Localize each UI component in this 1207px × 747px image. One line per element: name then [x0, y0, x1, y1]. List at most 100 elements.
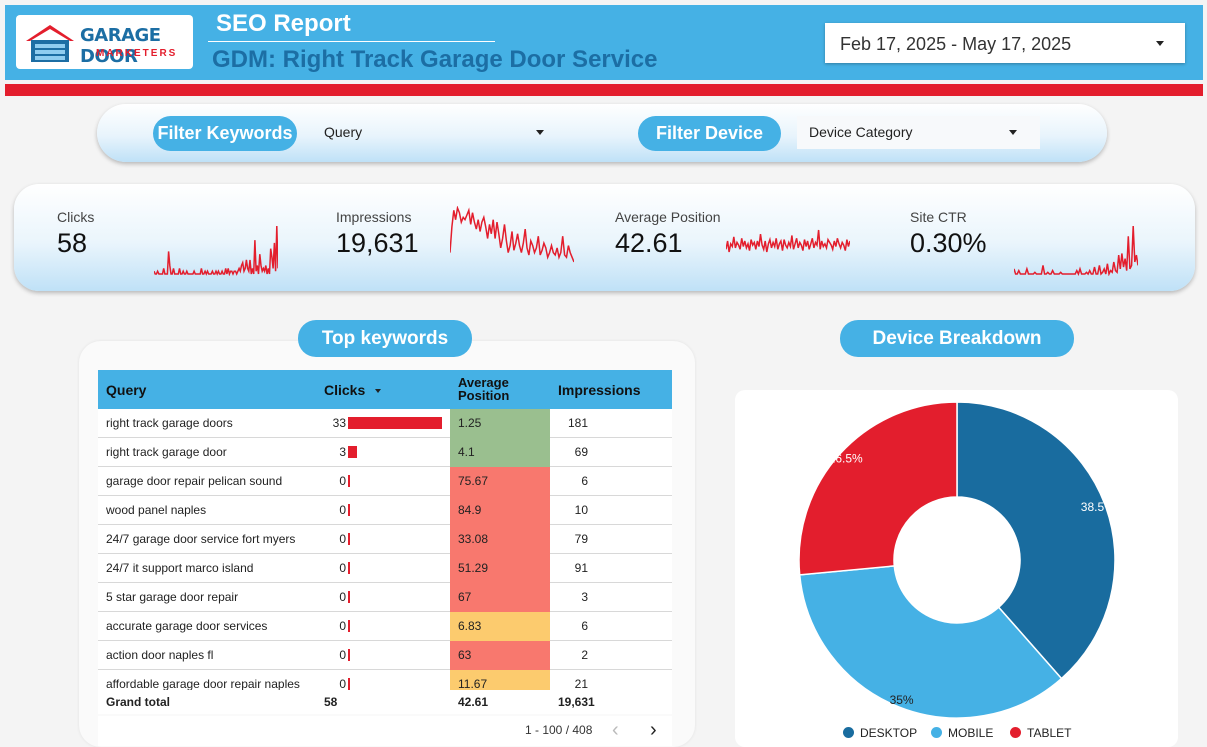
- impressions-cell: 69: [574, 445, 588, 459]
- clicks-sparkline: [154, 225, 278, 276]
- table-row[interactable]: right track garage door 3 4.1 69: [98, 438, 672, 467]
- column-header-query[interactable]: Query: [106, 382, 147, 398]
- grand-total-label: Grand total: [106, 695, 171, 709]
- clicks-bar: [348, 533, 350, 545]
- impressions-cell: 10: [574, 503, 588, 517]
- query-cell: 24/7 it support marco island: [106, 561, 254, 575]
- column-header-clicks[interactable]: Clicks: [324, 382, 382, 398]
- clicks-bar: [348, 417, 442, 429]
- table-row[interactable]: accurate garage door services 0 6.83 6: [98, 612, 672, 641]
- clicks-cell: 3: [339, 445, 346, 459]
- kpi-value: 19,631: [336, 228, 419, 258]
- kpi-value: 0.30%: [910, 228, 987, 258]
- donut-slice-tablet[interactable]: [798, 401, 958, 576]
- legend-dot-icon: [931, 727, 942, 738]
- device-donut-chart: 38.5% 35% 26.5%: [798, 401, 1116, 719]
- clicks-bar: [348, 504, 350, 516]
- legend-dot-icon: [843, 727, 854, 738]
- legend-label: TABLET: [1027, 726, 1072, 740]
- clicks-cell: 0: [339, 561, 346, 575]
- table-row[interactable]: 24/7 it support marco island 0 51.29 91: [98, 554, 672, 583]
- query-cell: right track garage doors: [106, 416, 233, 430]
- impressions-cell: 2: [581, 648, 588, 662]
- grand-total-clicks: 58: [324, 695, 338, 709]
- chevron-down-icon: [1156, 41, 1164, 46]
- date-range-picker[interactable]: Feb 17, 2025 - May 17, 2025: [825, 23, 1185, 63]
- clicks-cell: 33: [332, 416, 346, 430]
- device-filter-dropdown[interactable]: Device Category: [797, 116, 1040, 149]
- site-ctr-sparkline: [1014, 225, 1138, 276]
- clicks-cell: 0: [339, 474, 346, 488]
- sparkline-path: [154, 225, 278, 276]
- logo-text-bottom: MARKETERS: [96, 48, 178, 59]
- donut-slice-desktop[interactable]: [956, 401, 1116, 680]
- position-cell: 4.1: [450, 438, 550, 467]
- position-cell: 1.25: [450, 409, 550, 438]
- filter-bar: Filter Keywords Query Filter Device Devi…: [97, 104, 1107, 162]
- company-logo: GARAGE DOOR MARKETERS: [16, 15, 193, 69]
- next-page-icon[interactable]: ›: [650, 719, 657, 741]
- legend-item-tablet[interactable]: TABLET: [1010, 726, 1071, 740]
- clicks-bar: [348, 678, 350, 690]
- device-breakdown-heading: Device Breakdown: [840, 320, 1074, 357]
- position-cell: 67: [450, 583, 550, 612]
- impressions-cell: 3: [581, 590, 588, 604]
- table-row[interactable]: garage door repair pelican sound 0 75.67 6: [98, 467, 672, 496]
- date-range-value: Feb 17, 2025 - May 17, 2025: [840, 34, 1072, 54]
- grand-total-impressions: 19,631: [558, 695, 595, 709]
- query-cell: affordable garage door repair naples: [106, 677, 300, 691]
- column-header-avg-line1: Average: [458, 375, 509, 390]
- sparkline-path: [1014, 225, 1138, 276]
- impressions-cell: 181: [567, 416, 588, 430]
- average-position-sparkline: [726, 229, 850, 253]
- logo-text-top: GARAGE DOOR: [80, 25, 161, 67]
- chevron-down-icon: [1009, 130, 1017, 135]
- legend-label: MOBILE: [948, 726, 994, 740]
- clicks-bar: [348, 591, 350, 603]
- page-subtitle: GDM: Right Track Garage Door Service: [212, 46, 658, 73]
- table-row[interactable]: right track garage doors 33 1.25 181: [98, 409, 672, 438]
- garage-house-icon: [26, 25, 74, 62]
- kpi-value: 42.61: [615, 228, 683, 258]
- legend-item-mobile[interactable]: MOBILE: [931, 726, 993, 740]
- table-row[interactable]: 24/7 garage door service fort myers 0 33.0…: [98, 525, 672, 554]
- query-cell: wood panel naples: [106, 503, 207, 517]
- table-row[interactable]: action door naples fl 0 63 2: [98, 641, 672, 670]
- impressions-sparkline: [450, 206, 574, 263]
- grand-total-position: 42.61: [458, 695, 489, 709]
- kpi-label: Average Position: [615, 209, 721, 225]
- table-header: Query Clicks Average Position Impression…: [98, 370, 672, 409]
- impressions-cell: 79: [574, 532, 588, 546]
- position-cell: 51.29: [450, 554, 550, 583]
- query-cell: 24/7 garage door service fort myers: [106, 532, 296, 546]
- clicks-cell: 0: [339, 590, 346, 604]
- query-cell: garage door repair pelican sound: [106, 474, 283, 488]
- query-filter-dropdown[interactable]: Query: [312, 116, 552, 149]
- query-cell: action door naples fl: [106, 648, 214, 662]
- sparkline-path: [726, 229, 850, 253]
- position-cell: 63: [450, 641, 550, 670]
- clicks-bar: [348, 649, 350, 661]
- kpi-label: Impressions: [336, 209, 412, 225]
- kpi-label: Clicks: [57, 209, 95, 225]
- impressions-cell: 91: [574, 561, 588, 575]
- column-header-average-position[interactable]: Average Position: [458, 376, 509, 402]
- table-row[interactable]: wood panel naples 0 84.9 10: [98, 496, 672, 525]
- grand-total-row: Grand total 58 42.61 19,631: [98, 690, 672, 714]
- report-header: GARAGE DOOR MARKETERS SEO Report GDM: Ri…: [5, 5, 1203, 80]
- filter-keywords-label: Filter Keywords: [153, 116, 297, 151]
- donut-slice-label: 38.5%: [1081, 500, 1115, 514]
- header-accent-bar: [5, 84, 1203, 96]
- device-filter-value: Device Category: [809, 124, 913, 140]
- clicks-cell: 0: [339, 532, 346, 546]
- prev-page-icon[interactable]: ‹: [612, 719, 619, 741]
- legend-item-desktop[interactable]: DESKTOP: [843, 726, 917, 740]
- donut-slice-mobile[interactable]: [798, 565, 1063, 719]
- sort-desc-icon: [375, 389, 382, 393]
- column-header-impressions[interactable]: Impressions: [558, 382, 641, 398]
- table-row[interactable]: 5 star garage door repair 0 67 3: [98, 583, 672, 612]
- impressions-cell: 6: [581, 619, 588, 633]
- impressions-cell: 21: [574, 677, 588, 691]
- query-cell: 5 star garage door repair: [106, 590, 239, 604]
- donut-slice-label: 26.5%: [829, 452, 863, 466]
